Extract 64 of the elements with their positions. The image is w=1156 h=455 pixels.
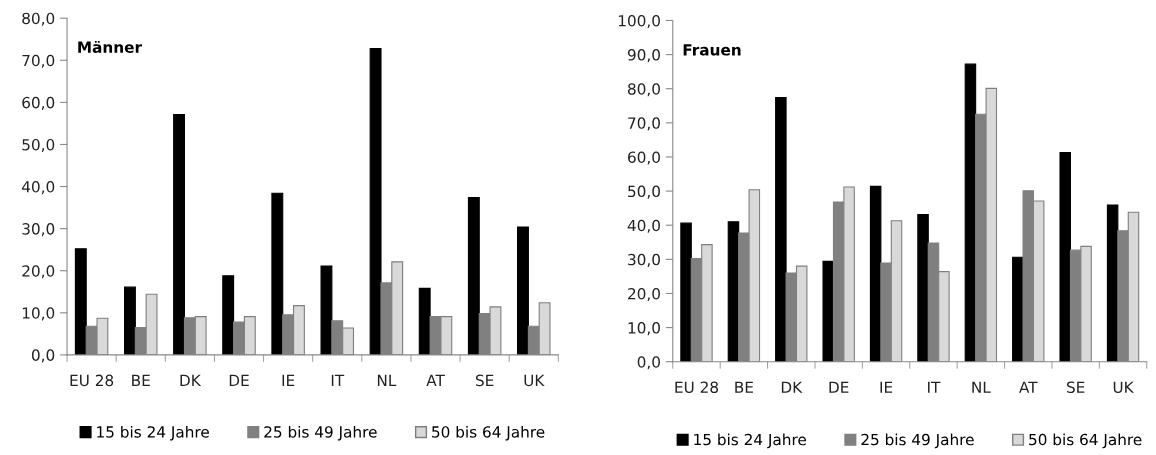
- x-tick-label: DK: [781, 381, 803, 393]
- bar: [123, 286, 136, 355]
- y-tick-label: 60,0: [22, 96, 55, 110]
- y-tick-label: 10,0: [628, 322, 660, 336]
- legend-label: 25 bis 49 Jahre: [264, 425, 377, 441]
- x-tick-label: AT: [426, 374, 445, 386]
- y-tick-label: 50,0: [22, 138, 55, 153]
- y-tick-label: 30,0: [628, 253, 660, 267]
- x-tick-label: NL: [972, 381, 991, 393]
- bar: [917, 214, 929, 362]
- x-tick-label: DK: [180, 374, 202, 386]
- x-tick-label: BE: [735, 381, 753, 393]
- bar: [822, 260, 835, 362]
- x-tick-label: IE: [282, 374, 295, 386]
- x-tick-label: DE: [829, 381, 849, 393]
- bar: [271, 192, 284, 355]
- bar: [775, 97, 787, 362]
- text: Männer: [78, 40, 142, 53]
- x-tick-label: UK: [1113, 381, 1134, 393]
- bar: [1059, 151, 1071, 362]
- y-tick-label: 50,0: [628, 185, 660, 199]
- x-tick-label: BE: [132, 374, 150, 386]
- legend-label: 50 bis 64 Jahre: [1029, 433, 1142, 449]
- x-tick-label: NL: [377, 374, 397, 386]
- bar: [222, 275, 235, 355]
- bar: [320, 265, 333, 355]
- x-tick-label: IT: [928, 381, 941, 393]
- y-tick-label: 20,0: [22, 265, 55, 279]
- x-tick-label: AT: [1019, 381, 1038, 393]
- y-tick-label: 0,0: [31, 349, 55, 363]
- legend-label: 15 bis 24 Jahre: [97, 425, 209, 441]
- y-tick-label: 80,0: [628, 83, 660, 97]
- y-tick-label: 70,0: [22, 54, 55, 68]
- y-tick-label: 30,0: [22, 223, 55, 237]
- y-tick-label: 80,0: [22, 12, 55, 26]
- legend-label: 25 bis 49 Jahre: [861, 433, 974, 449]
- bar: [173, 114, 186, 355]
- x-tick-label: EU 28: [675, 381, 719, 393]
- x-tick-label: DE: [229, 374, 249, 386]
- x-tick-label: IE: [880, 381, 893, 393]
- y-tick-label: 10,0: [22, 307, 55, 321]
- y-tick-label: 70,0: [628, 117, 660, 131]
- x-tick-label: SE: [475, 374, 494, 387]
- y-tick-label: 0,0: [637, 356, 660, 370]
- y-tick-label: 100,0: [618, 14, 660, 29]
- x-tick-label: IT: [331, 374, 345, 386]
- y-tick-label: 40,0: [21, 181, 55, 195]
- bar: [418, 287, 431, 355]
- bar: [517, 226, 529, 355]
- y-tick-label: 60,0: [628, 151, 660, 165]
- bar: [869, 185, 882, 362]
- legend-label: 15 bis 24 Jahre: [694, 433, 807, 449]
- bar: [74, 248, 87, 355]
- x-tick-label: SE: [1066, 381, 1085, 393]
- bar: [680, 222, 692, 362]
- legend-label: 50 bis 64 Jahre: [432, 425, 545, 441]
- bar: [467, 196, 480, 355]
- x-tick-label: UK: [524, 374, 545, 387]
- y-tick-label: 90,0: [627, 49, 660, 63]
- x-tick-label: EU 28: [70, 374, 114, 387]
- text: Frauen: [683, 44, 741, 56]
- y-tick-label: 40,0: [627, 219, 660, 233]
- bar: [369, 47, 382, 355]
- y-tick-label: 20,0: [628, 287, 660, 302]
